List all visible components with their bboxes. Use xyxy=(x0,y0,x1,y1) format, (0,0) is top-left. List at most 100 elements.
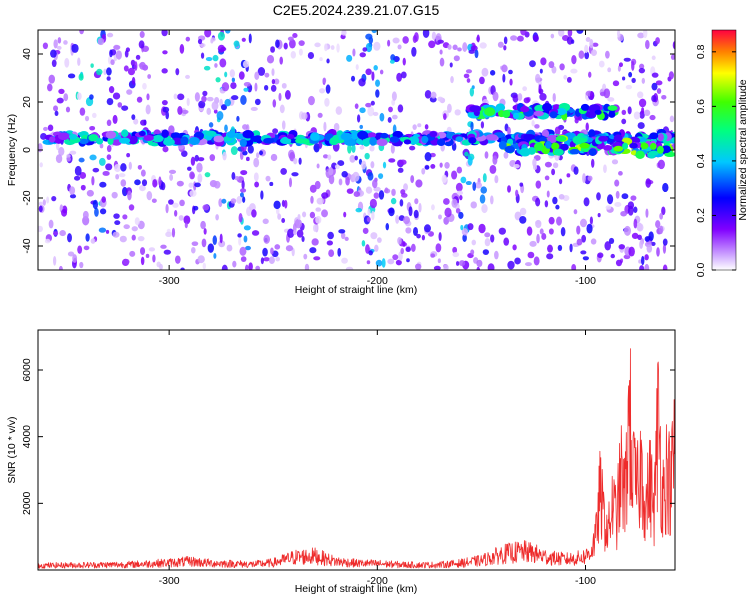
spectrogram-noise-cell xyxy=(337,247,342,257)
spectrogram-noise-cell xyxy=(171,227,176,238)
spectrogram-noise-cell xyxy=(474,49,479,59)
snr-x-tick-label: -200 xyxy=(367,575,388,587)
spectrogram-noise-cell xyxy=(402,216,411,225)
spectrogram-noise-cell xyxy=(173,93,178,100)
spectrogram-noise-cell xyxy=(219,233,223,244)
spectrogram-noise-cell xyxy=(655,80,663,86)
spectrogram-noise-cell xyxy=(618,171,623,176)
spectrogram-noise-cell xyxy=(604,241,612,251)
spectrogram-noise-cell xyxy=(430,163,436,169)
spectrogram-noise-cell xyxy=(452,246,458,254)
spectrogram-noise-cell xyxy=(134,217,140,226)
spectrogram-noise-cell xyxy=(430,253,436,258)
spectrogram-noise-cell xyxy=(603,164,607,174)
spectrogram-noise-cell xyxy=(490,234,495,243)
spectrogram-y-tick-label: 20 xyxy=(21,96,33,108)
spectrogram-noise-cell xyxy=(181,109,189,114)
spectrogram-band-cell-main xyxy=(541,129,550,138)
spectrogram-noise-cell xyxy=(612,80,620,87)
spectrogram-noise-cell xyxy=(322,77,327,84)
spectrogram-noise-cell xyxy=(152,254,156,263)
spectrogram-noise-cell xyxy=(656,88,662,94)
spectrogram-noise-cell xyxy=(455,182,463,192)
spectrogram-noise-cell xyxy=(113,213,120,219)
spectrogram-noise-cell xyxy=(111,191,118,199)
spectrogram-band-cell-main xyxy=(57,132,70,141)
spectrogram-noise-cell xyxy=(124,49,129,58)
spectrogram-noise-cell xyxy=(180,267,185,270)
spectrogram-noise-cell xyxy=(580,218,587,228)
spectrogram-noise-cell xyxy=(79,30,84,35)
spectrogram-noise-cell xyxy=(362,227,369,234)
spectrogram-noise-cell xyxy=(614,179,620,187)
spectrogram-noise-cell xyxy=(297,213,301,221)
spectrogram-noise-cell xyxy=(240,256,247,262)
spectrogram-noise-cell xyxy=(470,121,474,131)
spectrogram-noise-cell xyxy=(63,93,69,102)
spectrogram-noise-cell xyxy=(85,233,90,242)
spectrogram-noise-cell xyxy=(128,204,135,211)
spectrogram-noise-cell xyxy=(535,220,541,225)
spectrogram-noise-cell xyxy=(77,57,81,67)
spectrogram-noise-cell xyxy=(317,112,323,118)
snr-y-tick-label: 4000 xyxy=(21,425,33,449)
spectrogram-noise-cell xyxy=(181,150,188,158)
spectrogram-noise-cell xyxy=(662,182,669,193)
spectrogram-noise-cell xyxy=(222,151,227,161)
spectrogram-noise-cell xyxy=(621,118,627,125)
spectrogram-noise-cell xyxy=(135,54,141,60)
spectrogram-noise-cell xyxy=(325,84,331,94)
spectrogram-noise-cell xyxy=(61,208,68,217)
spectrogram-noise-cell xyxy=(346,54,353,62)
spectrogram-noise-cell xyxy=(405,246,411,253)
spectrogram-noise-cell xyxy=(66,156,71,162)
spectrogram-noise-cell xyxy=(74,165,82,176)
spectrogram-noise-cell xyxy=(438,231,442,242)
spectrogram-noise-cell xyxy=(468,49,475,54)
spectrogram-noise-cell xyxy=(204,172,211,178)
spectrogram-noise-cell xyxy=(131,234,136,241)
spectrogram-noise-cell xyxy=(244,264,249,270)
spectrogram-noise-cell xyxy=(519,207,527,216)
spectrogram-band-cell-upper xyxy=(520,106,530,113)
spectrogram-noise-cell xyxy=(412,226,419,236)
spectrogram-noise-cell xyxy=(42,42,49,50)
spectrogram-noise-cell xyxy=(249,203,256,212)
spectrogram-noise-cell xyxy=(460,176,467,184)
spectrogram-noise-cell xyxy=(265,175,271,182)
spectrogram-band-cell-main xyxy=(242,130,254,139)
spectrogram-noise-cell xyxy=(466,78,471,83)
spectrogram-noise-cell xyxy=(92,199,99,210)
spectrogram-noise-cell xyxy=(126,153,131,158)
spectrogram-noise-cell xyxy=(54,110,59,117)
spectrogram-noise-cell xyxy=(494,175,499,184)
spectrogram-band-cell-upper xyxy=(495,103,506,112)
spectrogram-noise-cell xyxy=(141,179,148,187)
spectrogram-noise-cell xyxy=(433,265,441,270)
spectrogram-noise-cell xyxy=(91,176,95,186)
spectrogram-band-cell-main xyxy=(369,136,377,146)
spectrogram-noise-cell xyxy=(338,229,346,234)
spectrogram-band-cell-main xyxy=(239,138,247,147)
spectrogram-noise-cell xyxy=(197,157,205,162)
spectrogram-noise-cell xyxy=(234,175,240,181)
spectrogram-band-cell-main xyxy=(121,129,129,138)
spectrogram-noise-cell xyxy=(121,105,129,111)
spectrogram-noise-cell xyxy=(196,162,203,173)
spectrogram-noise-cell xyxy=(193,205,199,211)
spectrogram-band-cell-main xyxy=(367,132,377,138)
spectrogram-noise-cell xyxy=(397,104,404,113)
spectrogram-noise-cell xyxy=(657,159,665,170)
spectrogram-noise-cell xyxy=(443,113,447,121)
spectrogram-noise-cell xyxy=(190,156,196,166)
spectrogram-noise-cell xyxy=(263,234,271,244)
spectrogram-noise-cell xyxy=(97,37,105,46)
spectrogram-band-cell-main xyxy=(376,138,388,147)
spectrogram-band-cell-lower xyxy=(553,148,564,156)
spectrogram-noise-cell xyxy=(645,208,649,218)
spectrogram-y-tick-label: -40 xyxy=(21,238,33,253)
spectrogram-noise-cell xyxy=(313,256,321,261)
spectrogram-noise-cell xyxy=(637,32,645,39)
spectrogram-noise-cell xyxy=(345,176,350,186)
spectrogram-noise-cell xyxy=(169,173,174,181)
